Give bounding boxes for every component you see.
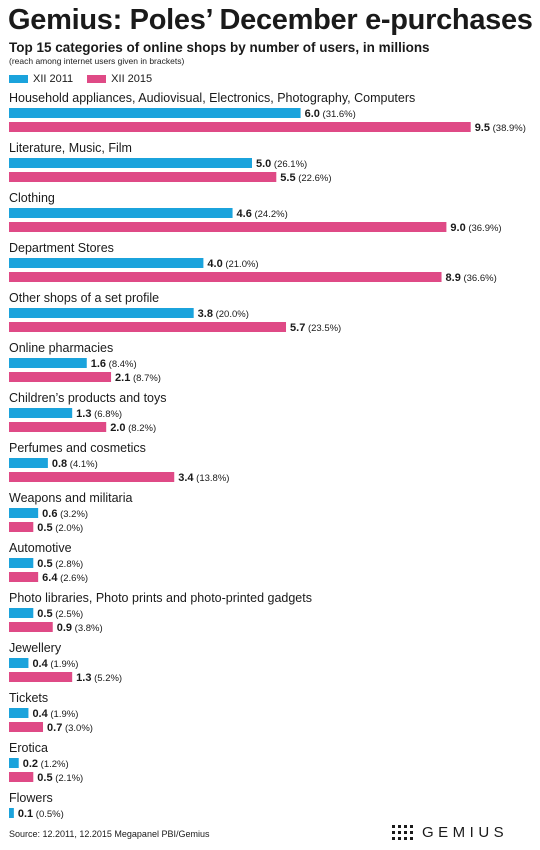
category-label: Other shops of a set profile — [9, 291, 159, 305]
bar-2015 — [9, 222, 447, 232]
legend-swatch-2011 — [9, 75, 28, 83]
bar-2015 — [9, 672, 73, 682]
category-label: Household appliances, Audiovisual, Elect… — [9, 91, 415, 105]
bar-2015 — [9, 472, 175, 482]
legend-swatch-2015 — [87, 75, 107, 83]
legend: XII 2011 XII 2015 — [9, 72, 166, 86]
data-label-2015: 9.5 (38.9%) — [475, 122, 526, 134]
category-label: Jewellery — [9, 641, 62, 655]
bar-2011 — [9, 808, 14, 818]
data-label-2015: 3.4 (13.8%) — [178, 472, 229, 484]
chart-subtitle: Top 15 categories of online shops by num… — [9, 40, 430, 55]
bar-2015 — [9, 772, 34, 782]
bar-chart: Household appliances, Audiovisual, Elect… — [9, 91, 526, 820]
category-label: Clothing — [9, 191, 55, 205]
bar-2015 — [9, 372, 112, 382]
data-label-2011: 0.1 (0.5%) — [18, 808, 64, 820]
data-label-2011: 0.5 (2.8%) — [37, 558, 83, 570]
data-label-2011: 6.0 (31.6%) — [305, 108, 356, 120]
bar-2015 — [9, 272, 442, 282]
bar-2011 — [9, 658, 29, 668]
bar-2011 — [9, 258, 204, 268]
bar-2011 — [9, 758, 19, 768]
legend-item-2015: XII 2015 — [87, 73, 152, 85]
data-label-2015: 0.9 (3.8%) — [57, 622, 103, 634]
logo-dots-icon — [392, 824, 413, 840]
data-label-2011: 0.8 (4.1%) — [52, 458, 98, 470]
bar-2015 — [9, 172, 277, 182]
chart-title: Gemius: Poles’ December e-purchases — [8, 4, 533, 36]
legend-label-2011: XII 2011 — [33, 73, 74, 85]
data-label-2015: 5.5 (22.6%) — [280, 172, 331, 184]
bar-2011 — [9, 158, 252, 168]
bar-2011 — [9, 458, 48, 468]
category-label: Children’s products and toys — [9, 391, 167, 405]
bar-2015 — [9, 422, 107, 432]
legend-item-2011: XII 2011 — [9, 73, 73, 85]
bar-2011 — [9, 708, 29, 718]
data-label-2015: 6.4 (2.6%) — [42, 572, 88, 584]
bar-2011 — [9, 108, 301, 118]
bar-2011 — [9, 608, 34, 618]
category-label: Weapons and militaria — [9, 491, 132, 505]
data-label-2011: 1.6 (8.4%) — [91, 358, 137, 370]
data-label-2011: 5.0 (26.1%) — [256, 158, 307, 170]
bar-2011 — [9, 208, 233, 218]
category-label: Tickets — [9, 691, 48, 705]
bar-2011 — [9, 308, 194, 318]
bar-2015 — [9, 572, 39, 582]
gemius-logo: GEMIUS — [392, 824, 508, 841]
category-label: Flowers — [9, 791, 53, 805]
bar-2015 — [9, 622, 53, 632]
bar-2011 — [9, 408, 73, 418]
legend-label-2015: XII 2015 — [111, 73, 153, 85]
data-label-2011: 0.5 (2.5%) — [37, 608, 83, 620]
data-label-2015: 5.7 (23.5%) — [290, 322, 341, 334]
category-label: Online pharmacies — [9, 341, 113, 355]
bar-2011 — [9, 358, 87, 368]
bar-2011 — [9, 508, 39, 518]
category-label: Erotica — [9, 741, 48, 755]
data-label-2011: 0.4 (1.9%) — [32, 708, 78, 720]
bar-2015 — [9, 522, 34, 532]
category-label: Automotive — [9, 541, 72, 555]
data-label-2011: 4.0 (21.0%) — [207, 258, 258, 270]
category-label: Literature, Music, Film — [9, 141, 132, 155]
data-label-2011: 0.4 (1.9%) — [32, 658, 78, 670]
source-note: Source: 12.2011, 12.2015 Megapanel PBI/G… — [9, 829, 210, 839]
bar-2011 — [9, 558, 34, 568]
logo-wordmark: GEMIUS — [422, 824, 509, 841]
category-label: Department Stores — [9, 241, 114, 255]
data-label-2015: 8.9 (36.6%) — [446, 272, 497, 284]
category-label: Perfumes and cosmetics — [9, 441, 146, 455]
data-label-2015: 0.7 (3.0%) — [47, 722, 93, 734]
data-label-2011: 0.2 (1.2%) — [23, 758, 69, 770]
bar-2015 — [9, 122, 471, 132]
bar-2015 — [9, 722, 44, 732]
data-label-2011: 3.8 (20.0%) — [198, 308, 249, 320]
data-label-2011: 0.6 (3.2%) — [42, 508, 88, 520]
chart-note: (reach among internet users given in bra… — [9, 56, 185, 66]
data-label-2011: 4.6 (24.2%) — [237, 208, 288, 220]
data-label-2015: 1.3 (5.2%) — [76, 672, 122, 684]
data-label-2015: 2.0 (8.2%) — [110, 422, 156, 434]
category-label: Photo libraries, Photo prints and photo-… — [9, 591, 312, 605]
data-label-2015: 0.5 (2.1%) — [37, 772, 83, 784]
data-label-2015: 0.5 (2.0%) — [37, 522, 83, 534]
bar-2015 — [9, 322, 287, 332]
data-label-2015: 2.1 (8.7%) — [115, 372, 161, 384]
data-label-2011: 1.3 (6.8%) — [76, 408, 122, 420]
data-label-2015: 9.0 (36.9%) — [450, 222, 501, 234]
